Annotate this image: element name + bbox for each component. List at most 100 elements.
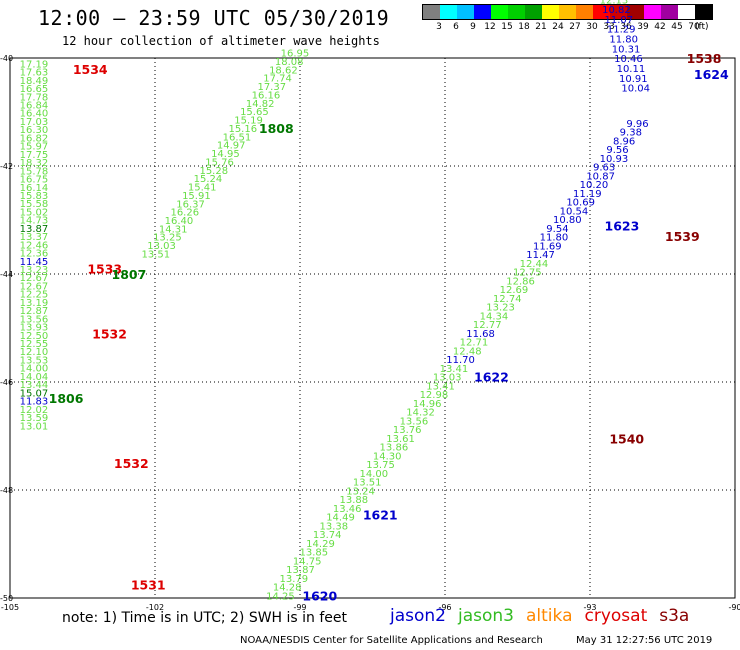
wave-height-value: 11.47 — [526, 250, 555, 261]
colorbar-tick-label: 24 — [552, 22, 564, 32]
wave-height-value: 16.51 — [223, 132, 252, 143]
colorbar-tick-label: 6 — [453, 22, 459, 32]
wave-height-value: 17.03 — [20, 117, 49, 128]
wave-height-value: 9.63 — [593, 163, 615, 174]
footer-timestamp: May 31 12:27:56 UTC 2019 — [576, 635, 713, 646]
wave-height-value: 13.44 — [20, 380, 49, 391]
colorbar-tick-label: 18 — [518, 22, 530, 32]
pass-label: 1806 — [49, 391, 84, 406]
colorbar-tick-label: 12 — [484, 22, 496, 32]
wave-height-value: 15.16 — [228, 124, 257, 135]
wave-height-value: 11.80 — [540, 233, 569, 244]
legend-item-altika: altika — [526, 606, 573, 626]
colorbar-unit: (ft) — [695, 22, 709, 32]
colorbar-tick-label: 36 — [620, 22, 632, 32]
wave-height-value: 13.38 — [320, 521, 349, 532]
wave-height-value: 10.11 — [617, 64, 646, 75]
map-grid — [10, 58, 735, 598]
wave-height-value: 17.75 — [20, 150, 49, 161]
wave-height-value: 15.78 — [20, 166, 49, 177]
wave-height-value: 14.97 — [217, 141, 246, 152]
colorbar-swatch — [610, 5, 627, 19]
colorbar-swatch — [678, 5, 695, 19]
wave-height-value: 15.24 — [194, 174, 223, 185]
wave-height-value: 12.87 — [20, 306, 49, 317]
chart-subtitle: 12 hour collection of altimeter wave hei… — [62, 34, 380, 48]
lon-tick-label: -102 — [146, 603, 164, 612]
wave-height-value: 16.40 — [165, 216, 194, 227]
pass-label: 1623 — [605, 218, 640, 233]
wave-height-value: 12.67 — [20, 273, 49, 284]
wave-height-value: 13.19 — [20, 298, 49, 309]
wave-height-value: 18.62 — [269, 65, 298, 76]
observations-layer: 17.1917.6318.4916.6517.7816.8416.4017.03… — [20, 0, 650, 602]
colorbar-tick-label: 39 — [637, 22, 649, 32]
wave-height-value: 13.23 — [20, 265, 49, 276]
pass-label: 1538 — [687, 51, 722, 66]
chart-title: 12:00 – 23:59 UTC 05/30/2019 — [38, 6, 390, 30]
lat-tick-label: -48 — [0, 486, 13, 495]
colorbar-swatch — [559, 5, 576, 19]
lat-tick-label: -46 — [0, 378, 13, 387]
wave-height-value: 16.95 — [281, 49, 310, 60]
wave-height-value: 15.97 — [20, 142, 49, 153]
wave-height-value: 13.41 — [426, 381, 455, 392]
wave-height-value: 10.69 — [566, 198, 595, 209]
pass-label: 1539 — [665, 229, 700, 244]
wave-height-value: 14.25 — [266, 591, 295, 602]
wave-height-value: 10.80 — [553, 215, 582, 226]
wave-height-value: 14.30 — [373, 451, 402, 462]
wave-height-value: 10.87 — [586, 171, 615, 182]
wave-height-value: 14.31 — [159, 224, 188, 235]
map-frame — [9, 57, 736, 599]
wave-height-value: 17.78 — [20, 92, 49, 103]
wave-height-value: 17.63 — [20, 68, 49, 79]
wave-height-value: 16.82 — [20, 133, 49, 144]
wave-height-value: 13.25 — [153, 233, 182, 244]
wave-height-value: 11.45 — [20, 257, 49, 268]
colorbar-swatch — [457, 5, 474, 19]
wave-height-value: 13.85 — [300, 548, 329, 559]
colorbar-tick-label: 15 — [501, 22, 513, 32]
lat-tick-label: -40 — [0, 54, 13, 63]
wave-height-value: 10.20 — [580, 180, 609, 191]
lat-tick-label: -42 — [0, 162, 13, 171]
colorbar-swatch — [593, 5, 610, 19]
wave-height-value: 13.46 — [333, 504, 362, 515]
wave-height-value: 13.53 — [20, 355, 49, 366]
wave-height-value: 13.56 — [20, 314, 49, 325]
wave-height-value: 11.68 — [466, 329, 495, 340]
colorbar-swatch — [440, 5, 457, 19]
pass-label: 1807 — [112, 267, 147, 282]
colorbar-tick-label: 30 — [586, 22, 598, 32]
legend-item-s3a: s3a — [659, 606, 690, 626]
pass-label: 1622 — [474, 370, 509, 385]
wave-height-value: 18.08 — [275, 57, 304, 68]
wave-height-value: 13.41 — [440, 364, 469, 375]
wave-height-value: 14.32 — [406, 408, 435, 419]
colorbar-ticks: 3 6 9 12 15 18 21 24 27 30 33 36 39 42 45 70 (ft) — [422, 20, 713, 32]
pass-label: 1532 — [114, 456, 149, 471]
wave-height-value: 15.02 — [20, 207, 49, 218]
colorbar-tick-label: 21 — [535, 22, 547, 32]
wave-height-value: 12.77 — [473, 320, 502, 331]
wave-height-value: 13.93 — [20, 323, 49, 334]
wave-height-value: 15.41 — [188, 183, 217, 194]
colorbar-tick-label: 42 — [654, 22, 666, 32]
wave-height-value: 12.50 — [20, 331, 49, 342]
wave-height-value: 13.61 — [386, 434, 415, 445]
wave-height-value: 16.65 — [20, 84, 49, 95]
wave-height-value: 10.54 — [560, 206, 589, 217]
legend-item-cryosat: cryosat — [584, 606, 648, 626]
wave-height-value: 14.75 — [293, 556, 322, 567]
wave-height-value: 9.96 — [626, 119, 648, 130]
wave-height-value: 13.23 — [486, 303, 515, 314]
wave-height-value: 13.86 — [380, 443, 409, 454]
wave-height-value: 11.29 — [607, 25, 636, 36]
wave-height-value: 17.19 — [20, 59, 49, 70]
wave-height-value: 12.98 — [420, 390, 449, 401]
wave-height-value: 15.58 — [20, 199, 49, 210]
wave-height-value: 14.49 — [326, 513, 355, 524]
wave-height-value: 12.25 — [20, 290, 49, 301]
wave-height-value: 13.75 — [366, 460, 395, 471]
